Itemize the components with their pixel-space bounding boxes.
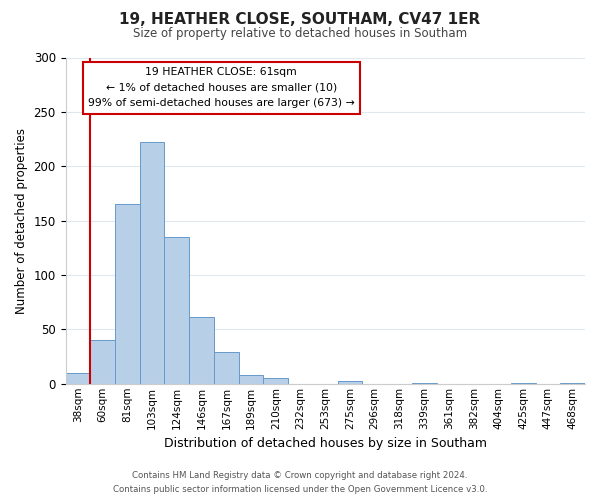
Bar [239, 375, 263, 384]
Text: 19, HEATHER CLOSE, SOUTHAM, CV47 1ER: 19, HEATHER CLOSE, SOUTHAM, CV47 1ER [119, 12, 481, 28]
Bar [560, 382, 585, 384]
Bar [65, 373, 90, 384]
Bar [214, 352, 239, 384]
Bar [189, 318, 214, 384]
Bar [115, 204, 140, 384]
Text: Contains HM Land Registry data © Crown copyright and database right 2024.
Contai: Contains HM Land Registry data © Crown c… [113, 472, 487, 494]
Text: 19 HEATHER CLOSE: 61sqm
← 1% of detached houses are smaller (10)
99% of semi-det: 19 HEATHER CLOSE: 61sqm ← 1% of detached… [88, 68, 355, 108]
Bar [164, 237, 189, 384]
Bar [412, 382, 437, 384]
Bar [140, 142, 164, 384]
Bar [90, 340, 115, 384]
Bar [263, 378, 288, 384]
Bar [338, 380, 362, 384]
X-axis label: Distribution of detached houses by size in Southam: Distribution of detached houses by size … [164, 437, 487, 450]
Y-axis label: Number of detached properties: Number of detached properties [15, 128, 28, 314]
Bar [511, 382, 536, 384]
Text: Size of property relative to detached houses in Southam: Size of property relative to detached ho… [133, 28, 467, 40]
